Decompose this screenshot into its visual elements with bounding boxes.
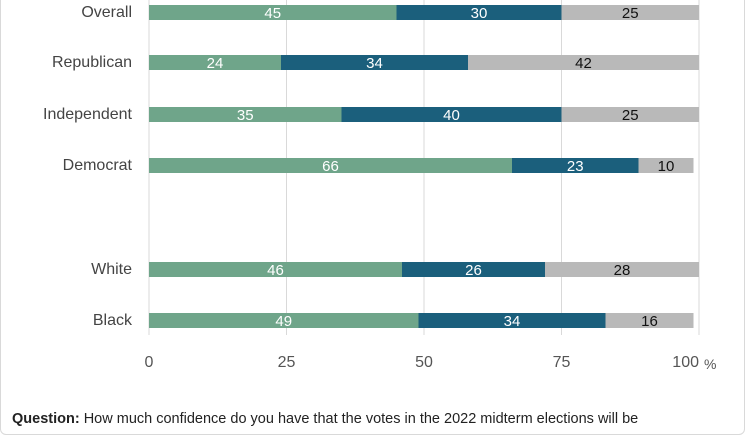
x-tick-label: 25 — [278, 354, 296, 371]
bar-segment — [149, 158, 512, 173]
data-label: 42 — [575, 55, 592, 72]
bar-segment — [341, 107, 562, 122]
data-label: 24 — [207, 55, 224, 72]
data-label: 34 — [366, 55, 383, 72]
bar-segment — [638, 158, 694, 173]
bar-segment — [545, 262, 699, 277]
category-label: Independent — [43, 106, 133, 123]
x-tick-label: 75 — [553, 354, 571, 371]
data-label: 26 — [465, 262, 482, 279]
bar-segment — [281, 55, 468, 70]
category-label: Democrat — [63, 157, 133, 174]
data-label: 16 — [641, 313, 658, 330]
x-tick-label: 0 — [145, 354, 154, 371]
stacked-bar-chart: 45 30 25 24 34 42 35 40 25 66 23 10 46 26 28 49 34 16 Ove… — [43, 0, 717, 372]
data-label: 23 — [567, 158, 584, 175]
data-label: 28 — [614, 262, 631, 279]
x-unit-label: % — [704, 356, 716, 372]
bar-segment — [149, 107, 342, 122]
question-footnote: Question: How much confidence do you hav… — [12, 411, 737, 427]
bar-segment — [149, 55, 281, 70]
data-label: 35 — [237, 107, 254, 124]
bar-segment — [149, 262, 402, 277]
data-label: 45 — [264, 5, 281, 22]
data-label: 10 — [658, 158, 675, 175]
data-label: 66 — [322, 158, 339, 175]
data-label: 25 — [622, 5, 639, 22]
bar-segment — [149, 5, 397, 20]
x-tick-label: 50 — [415, 354, 433, 371]
question-text: How much confidence do you have that the… — [83, 411, 639, 427]
category-label: Overall — [81, 4, 132, 21]
category-label: Black — [93, 312, 133, 329]
data-label: 25 — [622, 107, 639, 124]
question-label: Question: — [12, 411, 80, 427]
category-labels: Overall Republican Independent Democrat Whit… — [43, 4, 133, 329]
bar-segment — [561, 5, 699, 20]
data-labels: 45 30 25 24 34 42 35 40 25 66 23 10 46 26 28 49 34 16 — [207, 5, 675, 330]
data-label: 34 — [504, 313, 521, 330]
bars — [149, 5, 699, 328]
x-axis-ticks: 0 25 50 75 100% — [145, 354, 717, 372]
bar-segment — [605, 313, 694, 328]
data-label: 40 — [443, 107, 460, 124]
bar-segment — [468, 55, 699, 70]
data-label: 30 — [471, 5, 488, 22]
bar-segment — [512, 158, 639, 173]
data-label: 46 — [267, 262, 284, 279]
category-label: Republican — [52, 54, 132, 71]
bar-segment — [418, 313, 606, 328]
bar-segment — [149, 313, 419, 328]
data-label: 49 — [275, 313, 292, 330]
x-tick-label: 100 — [672, 354, 699, 371]
bar-segment — [402, 262, 545, 277]
bar-segment — [561, 107, 699, 122]
bar-segment — [396, 5, 562, 20]
category-label: White — [91, 261, 132, 278]
